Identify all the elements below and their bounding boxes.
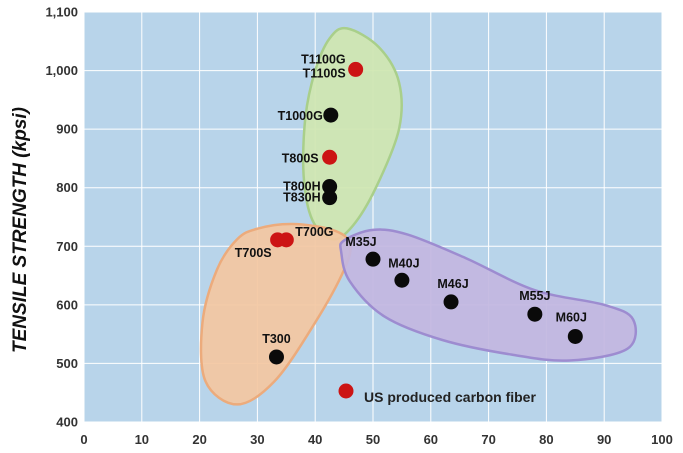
x-tick-label: 50 [366,432,380,447]
x-tick-label: 40 [308,432,322,447]
y-axis-ticks: 400 500 600 700 800 900 1,000 1,100 [45,5,78,430]
x-tick-label: 90 [597,432,611,447]
point-m35j [365,251,381,267]
label-m35j: M35J [345,235,376,249]
point-t1000g [323,107,339,123]
point-t300 [268,349,284,365]
label-m40j: M40J [388,256,419,270]
x-tick-label: 60 [424,432,438,447]
point-t830h [322,190,338,206]
data-points [268,61,583,365]
x-tick-label: 20 [192,432,206,447]
point-m60j [567,328,583,344]
x-tick-label: 80 [539,432,553,447]
y-tick-label: 700 [56,239,78,254]
label-t700s: T700S [235,246,272,260]
y-tick-label: 800 [56,180,78,195]
label-t800h: T800H [283,180,321,194]
annotation-t1100s: T1100S [303,66,346,80]
region-purple [339,228,638,362]
region-orange [199,222,352,406]
legend-marker [338,383,354,399]
x-tick-label: 70 [481,432,495,447]
label-m46j: M46J [437,277,468,291]
x-axis-ticks: 0 10 20 30 40 50 60 70 80 90 100 [80,432,672,447]
legend: US produced carbon fiber [338,383,536,405]
x-tick-label: 10 [135,432,149,447]
x-tick-label: 30 [250,432,264,447]
y-tick-label: 400 [56,415,78,430]
y-axis-title: TENSILE STRENGTH (kpsi) [10,107,31,353]
label-m55j: M55J [519,289,550,303]
y-tick-label: 500 [56,356,78,371]
point-m40j [394,272,410,288]
label-t300: T300 [262,332,291,346]
label-t1100g: T1100G [301,52,345,66]
label-t1000g: T1000G [278,109,323,123]
x-tick-label: 100 [651,432,673,447]
label-m60j: M60J [556,310,587,324]
y-tick-label: 1,000 [45,63,78,78]
point-m55j [527,306,543,322]
point-t800h [322,179,338,195]
legend-text: US produced carbon fiber [364,389,536,405]
point-t1100g [348,61,364,77]
label-t830h: T830H [283,191,321,205]
y-tick-label: 900 [56,122,78,137]
point-m46j [443,294,459,310]
y-tick-label: 1,100 [45,5,78,20]
point-t800s [322,149,338,165]
y-tick-label: 600 [56,297,78,312]
label-t700g: T700G [295,225,333,239]
point-t700g [278,232,294,248]
x-tick-label: 0 [80,432,87,447]
label-t800s: T800S [282,151,319,165]
